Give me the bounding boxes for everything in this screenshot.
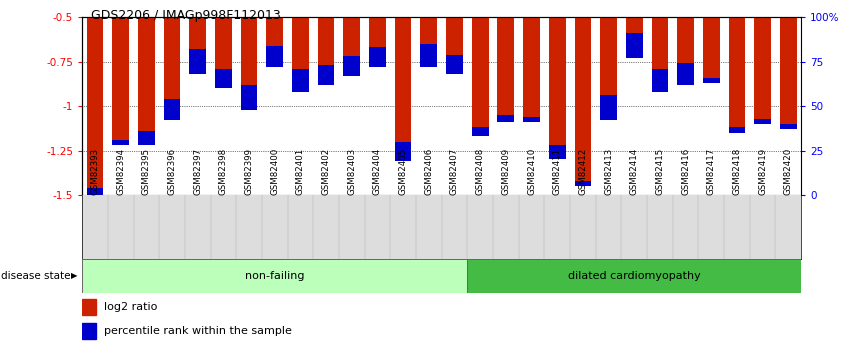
Bar [574, 17, 591, 181]
Bar [703, 78, 720, 83]
Bar [138, 131, 155, 145]
Bar [82, 324, 96, 339]
Bar [215, 69, 232, 88]
Bar [651, 69, 669, 92]
Bar [164, 17, 180, 99]
Bar [241, 85, 257, 110]
Bar [446, 17, 462, 55]
Bar [113, 140, 129, 145]
Bar [549, 17, 565, 145]
Bar [318, 65, 334, 85]
Bar [190, 17, 206, 49]
Bar [703, 17, 720, 78]
Bar [446, 55, 462, 74]
Bar [87, 17, 103, 188]
Bar [267, 46, 283, 67]
Bar [677, 63, 694, 85]
Bar [318, 17, 334, 65]
Bar [292, 69, 309, 92]
Bar [600, 17, 617, 96]
Bar [395, 17, 411, 141]
Bar [472, 17, 488, 127]
Bar [626, 33, 643, 58]
Bar [395, 141, 411, 161]
Bar [600, 96, 617, 120]
Bar [421, 44, 437, 67]
Bar [344, 56, 360, 76]
Bar [369, 48, 386, 67]
Bar [292, 17, 309, 69]
Bar [190, 49, 206, 74]
Bar [138, 17, 155, 131]
Text: dilated cardiomyopathy: dilated cardiomyopathy [568, 271, 701, 281]
Bar [651, 17, 669, 69]
Bar [113, 17, 129, 140]
Bar [754, 17, 771, 119]
Bar [164, 99, 180, 120]
Bar [497, 115, 514, 122]
Bar [267, 17, 283, 46]
Bar [344, 17, 360, 56]
Text: non-failing: non-failing [245, 271, 305, 281]
Bar [369, 17, 386, 48]
Bar [728, 17, 746, 127]
Bar [82, 259, 468, 293]
Bar [626, 17, 643, 33]
Bar [523, 17, 540, 117]
Bar [780, 17, 797, 124]
Text: disease state: disease state [1, 271, 70, 281]
Text: log2 ratio: log2 ratio [104, 302, 157, 312]
Text: percentile rank within the sample: percentile rank within the sample [104, 326, 292, 336]
Text: ▶: ▶ [71, 272, 78, 280]
Bar [549, 145, 565, 159]
Bar [728, 127, 746, 133]
Bar [472, 127, 488, 136]
Bar [754, 119, 771, 124]
Bar [468, 259, 801, 293]
Bar [241, 17, 257, 85]
Bar [677, 17, 694, 63]
Text: GDS2206 / IMAGp998F112013: GDS2206 / IMAGp998F112013 [91, 9, 281, 22]
Bar [574, 181, 591, 186]
Bar [523, 117, 540, 122]
Bar [82, 299, 96, 315]
Bar [780, 124, 797, 129]
Bar [497, 17, 514, 115]
Bar [87, 188, 103, 195]
Bar [421, 17, 437, 44]
Bar [215, 17, 232, 69]
